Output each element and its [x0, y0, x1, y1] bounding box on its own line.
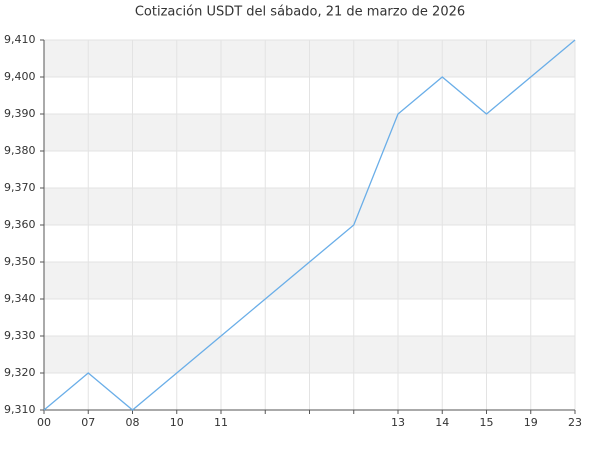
x-tick-label: 13	[391, 416, 405, 429]
line-series	[43, 39, 576, 411]
y-tick-label: 9,350	[4, 255, 36, 268]
x-tick-label: 00	[37, 416, 51, 429]
x-tick-label: 07	[81, 416, 95, 429]
x-tick-label: 08	[126, 416, 140, 429]
x-tick-label: 11	[214, 416, 228, 429]
x-tick-label: 10	[170, 416, 184, 429]
x-tick-label: 23	[568, 416, 582, 429]
y-tick-label: 9,390	[4, 107, 36, 120]
y-tick-label: 9,380	[4, 144, 36, 157]
y-tick-label: 9,400	[4, 70, 36, 83]
x-tick-label: 14	[435, 416, 449, 429]
x-tick-label: 15	[480, 416, 494, 429]
y-tick-label: 9,330	[4, 329, 36, 342]
chart-title: Cotización USDT del sábado, 21 de marzo …	[135, 5, 465, 20]
y-tick-label: 9,370	[4, 181, 36, 194]
y-tick-label: 9,310	[4, 403, 36, 416]
y-tick-label: 9,360	[4, 218, 36, 231]
y-tick-label: 9,320	[4, 366, 36, 379]
y-tick-label: 9,340	[4, 292, 36, 305]
x-tick-label: 19	[524, 416, 538, 429]
y-tick-label: 9,410	[4, 33, 36, 46]
